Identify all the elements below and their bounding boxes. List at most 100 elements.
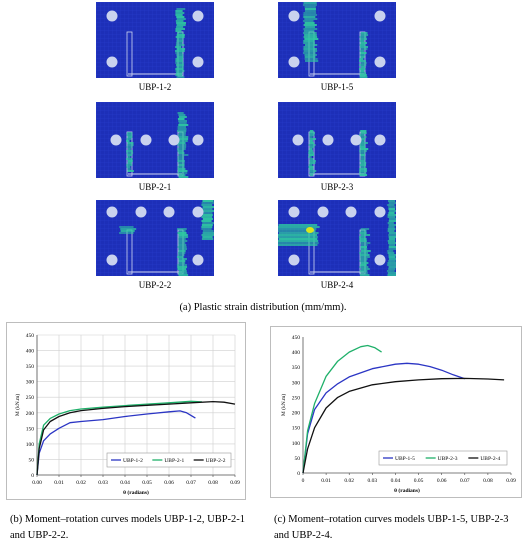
caption-b: (b) Moment–rotation curves models UBP-1-… (10, 514, 246, 541)
x-tick-label: 0.06 (164, 480, 174, 486)
y-tick-label: 50 (295, 456, 301, 462)
y-tick-label: 150 (292, 426, 301, 432)
moment-rotation-chart-b: 0 50 100 150 200 250 300 350 400 450 0.00 0.01 0.02 0… (6, 322, 246, 500)
legend-label: UBP-1-2 (123, 458, 143, 464)
y-tick-label: 0 (31, 473, 34, 479)
bolt-hole (163, 206, 175, 218)
moment-rotation-chart-c: 0 50 100 150 200 250 300 350 400 450 0 0.01 0.02 0.03… (270, 326, 522, 498)
caption-a: (a) Plastic strain distribution (mm/mm). (179, 302, 347, 313)
series-line (302, 362, 466, 474)
bolt-hole (106, 254, 118, 266)
bolt-hole (106, 56, 118, 68)
series-line (36, 400, 236, 476)
chart-svg: 0 50 100 150 200 250 300 350 400 450 0 0.01 0.02 0.03… (280, 335, 516, 494)
bolt-hole (374, 254, 386, 266)
bolt-hole (345, 206, 357, 218)
legend-label: UBP-1-5 (395, 456, 415, 462)
bolt-hole (192, 134, 204, 146)
bolt-hole (135, 206, 147, 218)
strain-panel (96, 200, 214, 276)
bolt-hole (288, 56, 300, 68)
y-tick-label: 0 (297, 471, 300, 477)
y-tick-label: 250 (292, 395, 301, 401)
x-tick-label: 0.06 (437, 478, 447, 484)
bolt-hole (106, 10, 118, 22)
strain-panel (278, 2, 396, 78)
y-axis-label: M (kN.m) (280, 394, 287, 416)
bolt-hole (288, 254, 300, 266)
series-line (36, 410, 196, 476)
bolt-hole (374, 56, 386, 68)
x-tick-label: 0 (302, 478, 305, 484)
strain-panel (278, 102, 396, 178)
bolt-hole (374, 10, 386, 22)
x-tick-label: 0.07 (460, 478, 470, 484)
legend-box (378, 450, 508, 466)
panel-label: UBP-1-2 (138, 82, 172, 92)
y-tick-label: 400 (26, 349, 35, 355)
bolt-hole (292, 134, 304, 146)
panel-label: UBP-2-2 (138, 280, 172, 290)
bolt-hole (374, 134, 386, 146)
x-tick-label: 0.08 (208, 480, 218, 486)
caption-c: (c) Moment–rotation curves models UBP-1-… (274, 514, 509, 541)
y-tick-label: 400 (292, 350, 301, 356)
legend-label: UBP-2-2 (206, 458, 226, 464)
x-tick-label: 0.00 (32, 480, 42, 486)
bolt-hole (110, 134, 122, 146)
bolt-hole (317, 206, 329, 218)
x-axis-label: θ (radians) (394, 487, 420, 494)
x-tick-label: 0.03 (368, 478, 378, 484)
x-tick-label: 0.03 (98, 480, 108, 486)
panel-label: UBP-2-1 (138, 182, 172, 192)
legend-label: UBP-2-4 (480, 456, 500, 462)
series-line (302, 344, 382, 474)
strain-panel-graphic (278, 200, 396, 276)
x-tick-label: 0.08 (483, 478, 493, 484)
legend-box (106, 452, 232, 468)
strain-panel (96, 102, 214, 178)
y-tick-label: 450 (26, 333, 35, 339)
y-tick-label: 100 (26, 442, 35, 448)
bolt-hole (288, 10, 300, 22)
x-tick-label: 0.02 (344, 478, 354, 484)
strain-panel (278, 200, 396, 276)
y-tick-label: 450 (292, 335, 301, 341)
legend-label: UBP-2-1 (164, 458, 184, 464)
bolt-hole (192, 206, 204, 218)
y-tick-label: 350 (292, 365, 301, 371)
x-tick-label: 0.04 (120, 480, 130, 486)
y-tick-label: 250 (26, 395, 35, 401)
y-tick-label: 350 (26, 364, 35, 370)
strain-panel-graphic (278, 2, 396, 78)
panel-label: UBP-2-3 (320, 182, 354, 192)
y-tick-label: 200 (26, 411, 35, 417)
panel-label: UBP-1-5 (320, 82, 354, 92)
x-tick-label: 0.02 (76, 480, 86, 486)
strain-panel-graphic (96, 200, 214, 276)
x-tick-label: 0.01 (321, 478, 331, 484)
series-line (36, 400, 203, 476)
strain-panel-graphic (96, 102, 214, 178)
bolt-hole (322, 134, 334, 146)
series-line (302, 377, 505, 474)
bolt-hole (140, 134, 152, 146)
bolt-hole (192, 10, 204, 22)
strain-panel-graphic (96, 2, 214, 78)
x-tick-label: 0.07 (186, 480, 196, 486)
bolt-hole (192, 254, 204, 266)
y-tick-label: 300 (292, 380, 301, 386)
x-tick-label: 0.09 (506, 478, 516, 484)
strain-panel (96, 2, 214, 78)
x-axis-label: θ (radians) (123, 489, 149, 496)
bolt-hole (350, 134, 362, 146)
x-tick-label: 0.05 (414, 478, 424, 484)
y-tick-label: 150 (26, 426, 35, 432)
y-tick-label: 100 (292, 441, 301, 447)
stiffener (126, 31, 133, 77)
peak-strain-spot (306, 227, 314, 233)
x-tick-label: 0.04 (391, 478, 401, 484)
bolt-hole (168, 134, 180, 146)
legend-label: UBP-2-3 (438, 456, 458, 462)
y-tick-label: 200 (292, 411, 301, 417)
